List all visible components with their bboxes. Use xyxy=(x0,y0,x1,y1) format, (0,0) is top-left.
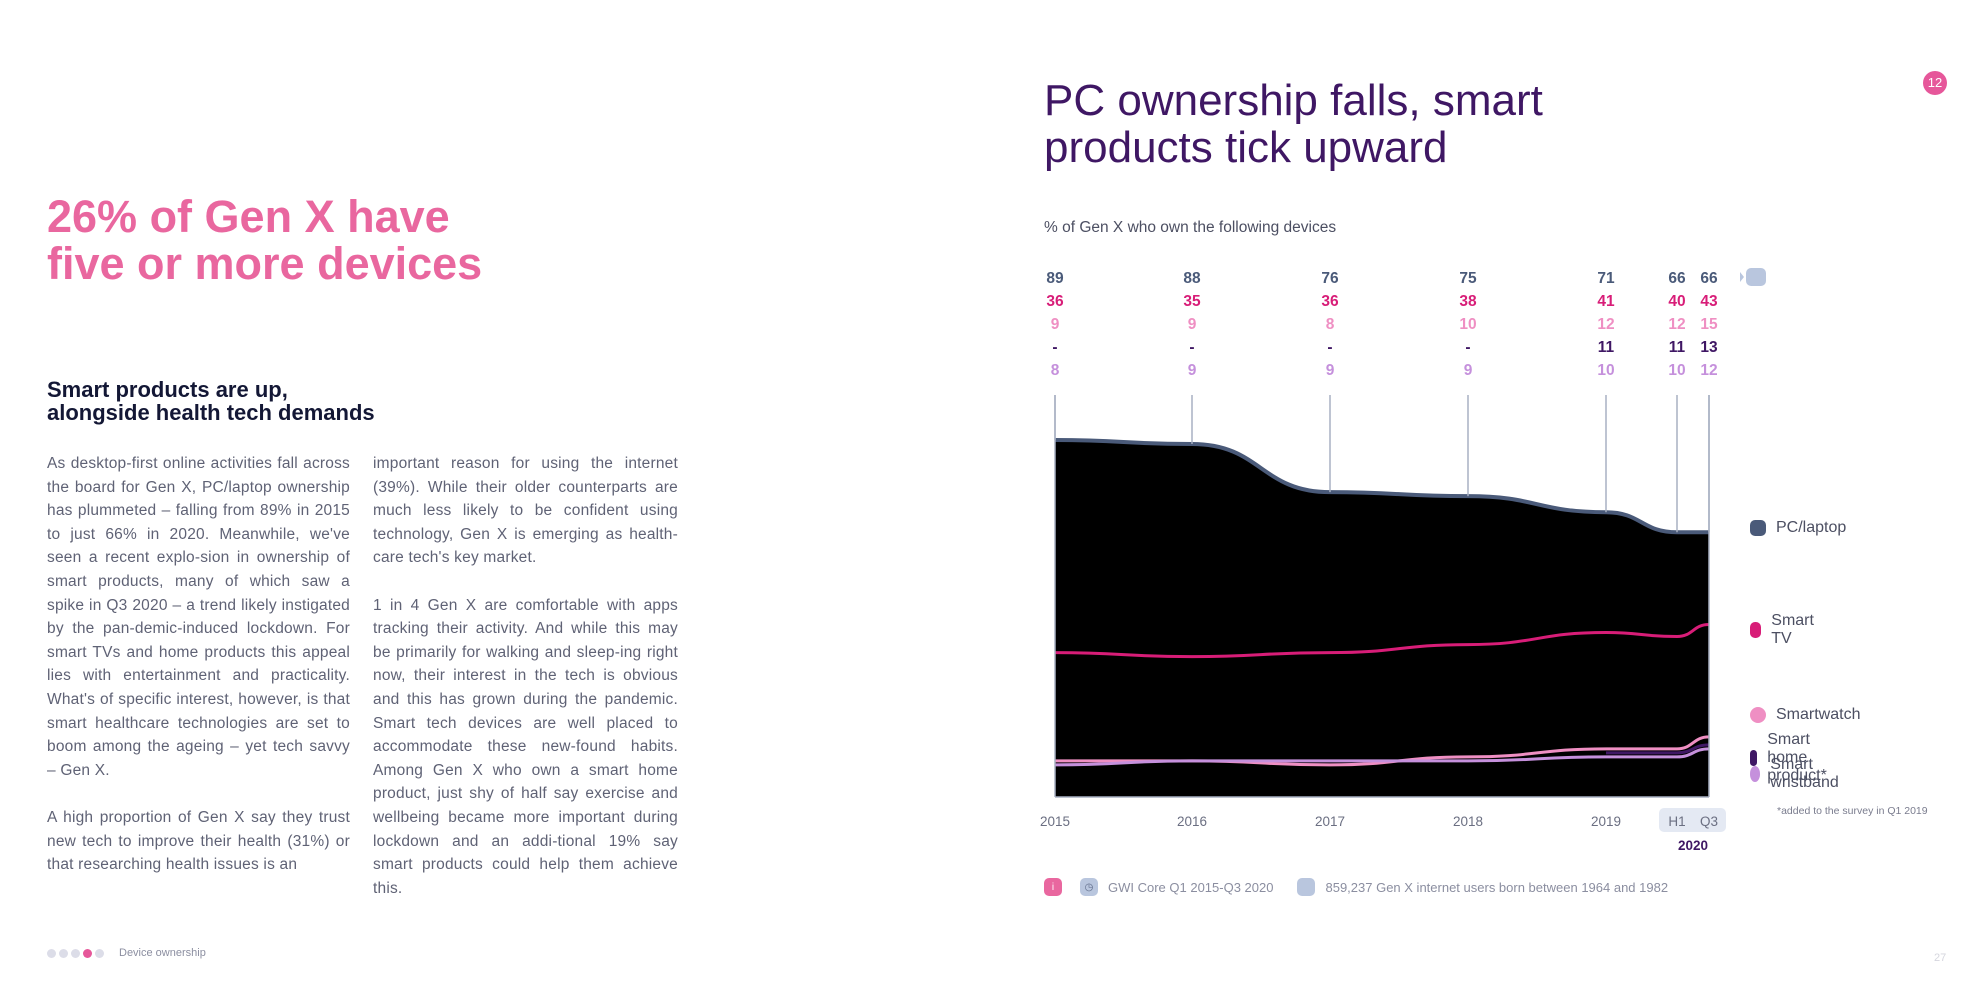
page-badge: 12 xyxy=(1923,71,1947,95)
data-label: - xyxy=(1327,339,1332,356)
smart-home-line xyxy=(1606,743,1710,755)
body-paragraph: As desktop-first online activities fall … xyxy=(47,455,350,779)
smart-wristband-line xyxy=(1054,747,1710,767)
data-label: 76 xyxy=(1321,270,1339,287)
section-dot[interactable] xyxy=(95,948,104,958)
chart-page-title: PC ownership falls, smart products tick … xyxy=(1044,77,1664,171)
data-label: 35 xyxy=(1183,293,1201,310)
section-label: Device ownership xyxy=(119,947,206,959)
smart-tv-swatch-icon xyxy=(1750,622,1762,638)
legend-item-smart-home: Smart home product* xyxy=(1750,731,1836,785)
data-label: 66 xyxy=(1700,270,1718,287)
subheading-line-1: Smart products are up, xyxy=(47,377,288,402)
smart-home-swatch-icon xyxy=(1750,750,1758,766)
data-label: 10 xyxy=(1668,362,1685,379)
sample-text: 859,237 Gen X internet users born betwee… xyxy=(1325,879,1669,895)
data-label: 12 xyxy=(1700,362,1717,379)
data-label: 11 xyxy=(1598,339,1615,356)
data-label: 15 xyxy=(1700,316,1718,333)
body-paragraph: A high proportion of Gen X say they trus… xyxy=(47,808,350,874)
section-dot-active[interactable] xyxy=(83,948,92,958)
smartwatch-swatch-icon xyxy=(1750,707,1766,723)
year-2020-label: 2020 xyxy=(1678,838,1708,853)
data-label: 88 xyxy=(1183,270,1201,287)
legend-label: Smart TV xyxy=(1771,612,1814,647)
chart-page-title-line-1: PC ownership falls, smart xyxy=(1044,76,1543,125)
data-label: 75 xyxy=(1459,270,1477,287)
data-label: 40 xyxy=(1668,293,1685,310)
body-paragraph: important reason for using the internet … xyxy=(373,455,678,567)
data-label: 89 xyxy=(1046,270,1064,287)
data-label: 9 xyxy=(1051,316,1060,333)
clock-icon: ◷ xyxy=(1080,878,1098,896)
headline: 26% of Gen X have five or more devices xyxy=(47,193,647,287)
legend-item-smart-tv: Smart TV xyxy=(1750,612,1819,648)
data-label: 43 xyxy=(1700,293,1718,310)
data-label: 41 xyxy=(1597,293,1615,310)
legend-label: Smart wristband xyxy=(1770,756,1839,791)
users-icon xyxy=(1297,878,1316,896)
chart-page-title-line-2: products tick upward xyxy=(1044,123,1448,172)
data-label: - xyxy=(1052,339,1057,356)
data-label: 66 xyxy=(1668,270,1686,287)
period-2020-highlight xyxy=(1659,808,1726,832)
page-number: 27 xyxy=(1934,952,1947,964)
legend-item-smartwatch: Smartwatch xyxy=(1750,706,1860,724)
smart-wristband-swatch-icon xyxy=(1750,766,1761,782)
data-label: 9 xyxy=(1464,362,1473,379)
x-tick-label: H1 xyxy=(1668,814,1685,829)
legend-item-pc-laptop: PC/laptop xyxy=(1750,519,1846,537)
data-label: 12 xyxy=(1668,316,1685,333)
legend-label: PC/laptop xyxy=(1776,519,1847,536)
data-label: 71 xyxy=(1597,270,1615,287)
body-column-2: important reason for using the internet … xyxy=(373,452,678,924)
x-tick-label: Q3 xyxy=(1700,814,1718,829)
data-label: 36 xyxy=(1046,293,1064,310)
data-label: 9 xyxy=(1188,362,1197,379)
section-dot[interactable] xyxy=(59,948,68,958)
data-label: 12 xyxy=(1597,316,1614,333)
data-label: 13 xyxy=(1700,339,1718,356)
data-label: 38 xyxy=(1459,293,1477,310)
subheading: Smart products are up, alongside health … xyxy=(47,378,467,424)
source-footer: i ◷ GWI Core Q1 2015-Q3 2020 859,237 Gen… xyxy=(1044,878,1668,896)
section-nav: Device ownership xyxy=(47,947,206,959)
source-text: GWI Core Q1 2015-Q3 2020 xyxy=(1108,879,1274,895)
nav-arrow-icon xyxy=(1746,268,1766,286)
data-label: - xyxy=(1465,339,1470,356)
section-dot[interactable] xyxy=(71,948,80,958)
body-column-1: As desktop-first online activities fall … xyxy=(47,452,350,900)
data-label: - xyxy=(1189,339,1194,356)
chart-subtitle: % of Gen X who own the following devices xyxy=(1044,219,1337,236)
smart-tv-line xyxy=(1054,623,1710,659)
pc-laptop-swatch-icon xyxy=(1750,520,1766,536)
subheading-line-2: alongside health tech demands xyxy=(47,400,375,425)
x-tick-label: 2015 xyxy=(1040,814,1070,829)
body-paragraph: 1 in 4 Gen X are comfortable with apps t… xyxy=(373,596,678,897)
data-label: 9 xyxy=(1326,362,1335,379)
x-tick-label: 2017 xyxy=(1315,814,1345,829)
pc-laptop-area xyxy=(1055,440,1709,797)
legend-label: Smart home product* xyxy=(1767,731,1827,784)
legend-item-smart-wristband: Smart wristband xyxy=(1750,756,1844,792)
data-label: 8 xyxy=(1051,362,1060,379)
data-label: 36 xyxy=(1321,293,1339,310)
data-label: 11 xyxy=(1669,339,1686,356)
x-tick-label: 2016 xyxy=(1177,814,1207,829)
data-label: 8 xyxy=(1326,316,1335,333)
info-icon[interactable]: i xyxy=(1044,878,1062,896)
footnote: *added to the survey in Q1 2019 xyxy=(1777,805,1928,817)
headline-line-1: 26% of Gen X have xyxy=(47,191,450,242)
x-tick-label: 2018 xyxy=(1453,814,1483,829)
data-label: 10 xyxy=(1459,316,1476,333)
headline-line-2: five or more devices xyxy=(47,238,483,289)
legend-label: Smartwatch xyxy=(1776,706,1861,723)
x-tick-label: 2019 xyxy=(1591,814,1621,829)
arrow-left-icon xyxy=(1740,272,1744,282)
data-label: 10 xyxy=(1597,362,1614,379)
section-dot[interactable] xyxy=(47,948,56,958)
data-label: 9 xyxy=(1188,316,1197,333)
